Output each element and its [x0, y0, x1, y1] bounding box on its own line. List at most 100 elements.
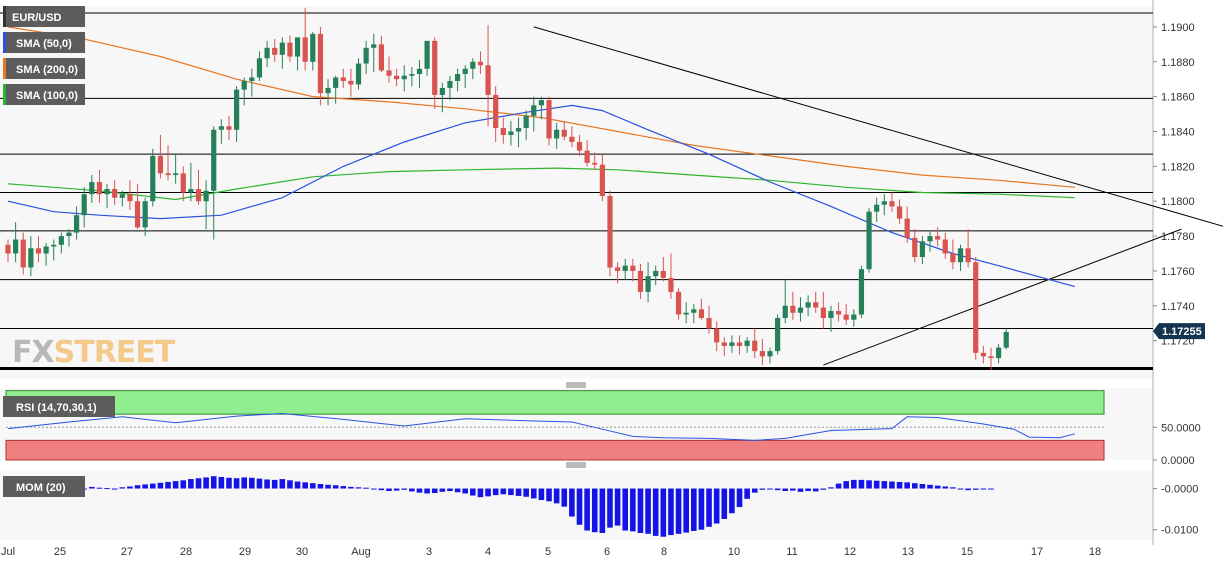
candle-body [371, 44, 377, 48]
candle [996, 344, 1002, 364]
mom-bar [744, 488, 750, 499]
candle-body [691, 309, 697, 313]
candle [310, 32, 316, 71]
candle [935, 227, 941, 247]
candle [721, 337, 727, 357]
candle-body [340, 77, 346, 81]
rsi-overbought-zone [5, 390, 1105, 415]
candle [256, 51, 263, 81]
mom-bar [980, 488, 987, 490]
mom-bar [157, 482, 164, 489]
candle-body [714, 328, 720, 343]
candle-body [35, 248, 42, 254]
x-tick-label: 10 [728, 546, 740, 558]
candle-body [729, 342, 735, 346]
mom-bar [782, 488, 789, 491]
legend-box [3, 58, 85, 79]
candle-body [554, 129, 560, 139]
mom-bar [523, 488, 529, 497]
candle [744, 337, 750, 353]
candle-body [439, 87, 445, 95]
candle-body [896, 206, 903, 219]
candle-body [287, 42, 293, 57]
candle [965, 229, 971, 268]
mom-bar [881, 481, 888, 489]
x-tick-label: 17 [1031, 546, 1043, 558]
candle [736, 335, 743, 355]
candle [660, 256, 666, 282]
candle [43, 243, 49, 266]
candle-body [348, 80, 354, 85]
mom-bar [439, 488, 446, 492]
candle [73, 206, 80, 240]
candle-body [813, 302, 819, 308]
mom-bar [470, 488, 476, 496]
mom-bar [729, 488, 735, 514]
candle [805, 295, 811, 317]
candle-body [561, 129, 567, 137]
candle-body [1003, 331, 1009, 348]
candle-body [630, 265, 636, 271]
candle-body [173, 173, 179, 176]
candle-body [706, 317, 712, 329]
mom-bar [630, 488, 636, 532]
candle-body [89, 182, 95, 195]
candle [218, 119, 224, 144]
candle-body [828, 311, 834, 318]
candle-body [988, 356, 994, 359]
candle-body [104, 189, 110, 195]
mom-bar [370, 488, 377, 490]
candle-body [744, 340, 750, 346]
mom-bar [911, 483, 918, 489]
x-tick-label: 8 [661, 546, 667, 558]
candle-body [775, 317, 781, 352]
candle [569, 126, 575, 148]
candle-body [180, 173, 186, 193]
candle-body [401, 75, 407, 80]
mom-bar [515, 488, 522, 496]
candle-body [5, 244, 11, 254]
mom-bar [805, 488, 811, 491]
candle [416, 60, 423, 88]
candle-body [432, 40, 438, 95]
candle-body [660, 270, 666, 278]
candle [325, 79, 331, 106]
candle [439, 82, 445, 113]
candle-body [515, 128, 522, 132]
candle-body [752, 340, 758, 352]
candle [950, 239, 956, 270]
mom-bar [233, 478, 240, 489]
trendline [533, 26, 1223, 227]
mom-bar [325, 484, 331, 489]
mom-bar [759, 488, 766, 490]
candle [592, 152, 598, 170]
candle [546, 96, 552, 146]
candle-body [127, 194, 133, 202]
x-tick-label: Jul [1, 546, 15, 558]
candle [919, 236, 925, 264]
candle [896, 199, 903, 224]
price-tick-label: 1.1900 [1161, 22, 1195, 34]
mom-bar [889, 481, 895, 489]
candle-body [782, 305, 788, 318]
candle-body [615, 267, 621, 271]
candle-body [584, 150, 590, 163]
watermark-logo: FXSTREET [12, 335, 176, 370]
candle-body [409, 73, 415, 76]
x-tick-label: 18 [1089, 546, 1101, 558]
candle-body [645, 276, 651, 292]
candle [790, 291, 796, 320]
candle [241, 77, 247, 106]
candle-body [66, 232, 72, 237]
x-tick-label: 30 [296, 546, 308, 558]
candle [668, 253, 674, 299]
candle [706, 305, 712, 334]
candle [584, 140, 590, 167]
candle [386, 56, 392, 83]
mom-bar [492, 488, 499, 496]
rsi-line [7, 412, 1075, 441]
candle [554, 122, 560, 149]
x-tick-label: 15 [961, 546, 973, 558]
candle [477, 51, 484, 74]
